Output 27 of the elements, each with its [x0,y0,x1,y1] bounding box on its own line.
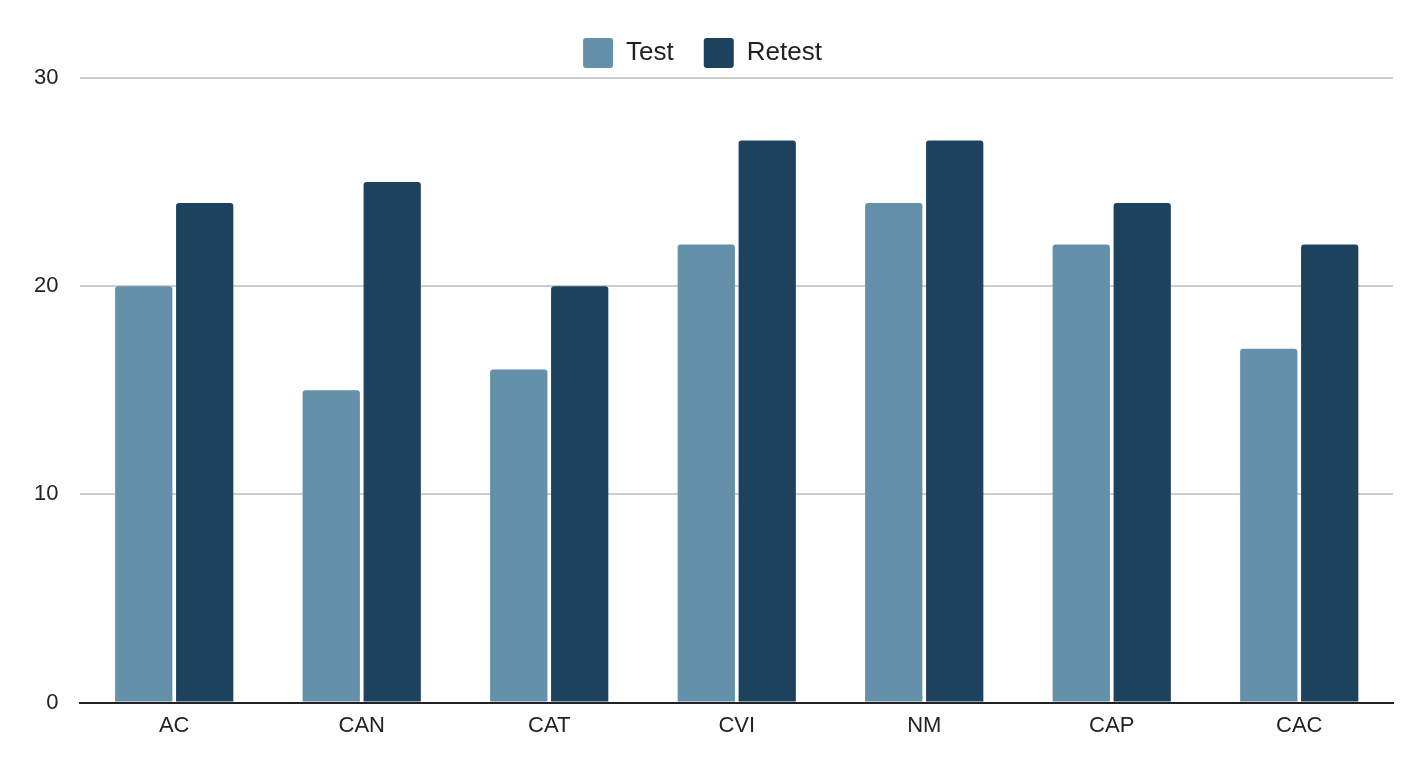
legend-label: Retest [746,36,823,67]
bar [363,182,421,702]
y-tick-label: 0 [46,688,59,714]
x-tick-label: CAN [338,711,385,737]
bar [1113,202,1171,702]
x-tick-label: CVI [718,711,756,737]
bar [865,202,923,702]
bar [1301,244,1359,702]
x-tick-label: CAT [528,711,571,737]
y-tick-label: 10 [33,480,59,506]
bar [926,140,984,702]
legend-label: Test [626,36,675,67]
y-tick-label: 20 [33,272,59,298]
x-tick-label: CAC [1276,711,1323,737]
bar [1052,244,1110,702]
bar [302,390,360,702]
x-tick-label: NM [907,711,942,737]
bar [677,244,735,702]
bar [738,140,796,702]
bar [490,369,548,702]
bar [176,202,234,702]
bar [115,286,173,702]
bar [551,286,609,702]
x-tick-label: AC [158,711,190,737]
x-tick-label: CAP [1089,711,1135,737]
y-tick-label: 30 [33,64,59,90]
bar [1240,348,1298,702]
